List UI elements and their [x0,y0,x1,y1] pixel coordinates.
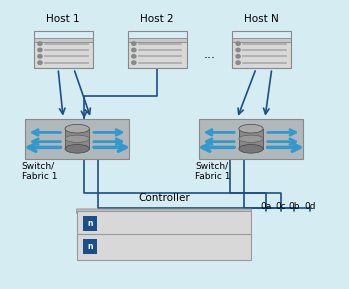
Bar [128,31,187,68]
Circle shape [38,48,42,52]
Bar [83,239,97,254]
Ellipse shape [65,124,89,133]
FancyBboxPatch shape [34,42,93,68]
Bar [65,129,89,149]
Bar [25,118,129,159]
Text: n: n [87,219,93,228]
Text: Host 1: Host 1 [46,14,80,24]
Ellipse shape [239,135,263,142]
Text: 0b: 0b [289,202,300,211]
FancyBboxPatch shape [232,42,291,68]
Ellipse shape [65,144,89,153]
Text: Switch/
Fabric 1: Switch/ Fabric 1 [22,162,57,181]
Ellipse shape [239,124,263,133]
Circle shape [236,61,240,64]
FancyBboxPatch shape [232,38,291,46]
FancyBboxPatch shape [34,38,93,46]
Text: 0d: 0d [304,202,316,211]
Circle shape [38,55,42,58]
Text: 0a: 0a [260,202,271,211]
Text: ···: ··· [203,52,215,65]
Bar [239,129,263,149]
Text: Switch/
Fabric 1: Switch/ Fabric 1 [195,162,231,181]
Bar [34,31,93,68]
FancyBboxPatch shape [128,38,187,46]
Text: n: n [87,242,93,251]
Circle shape [132,61,136,64]
FancyBboxPatch shape [76,209,252,214]
Circle shape [236,55,240,58]
Text: Host 2: Host 2 [140,14,174,24]
Circle shape [38,42,42,45]
Text: Controller: Controller [138,193,190,203]
Bar [77,211,251,236]
Ellipse shape [65,135,89,142]
Circle shape [132,55,136,58]
Ellipse shape [239,144,263,153]
Circle shape [132,48,136,52]
Circle shape [236,42,240,45]
FancyBboxPatch shape [128,42,187,68]
Circle shape [236,48,240,52]
Text: Host N: Host N [244,14,279,24]
Bar [232,31,291,68]
Circle shape [132,42,136,45]
Bar [83,216,97,231]
Text: 0c: 0c [275,202,286,211]
Circle shape [38,61,42,64]
Bar [199,118,303,159]
Bar [77,234,251,260]
